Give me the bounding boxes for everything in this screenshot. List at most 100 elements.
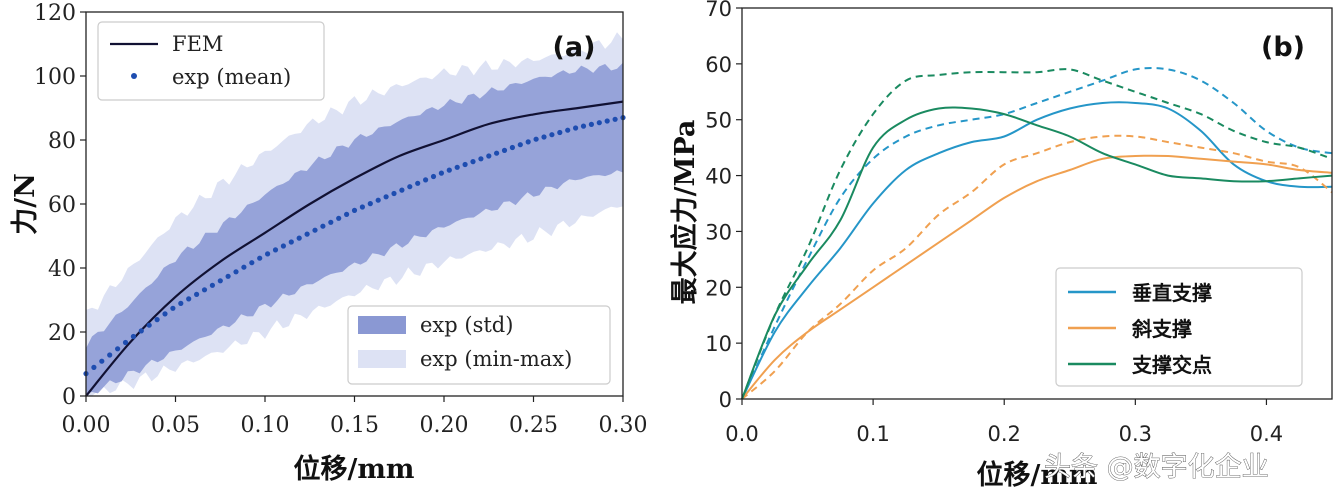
mean-point xyxy=(328,219,334,225)
mean-point xyxy=(336,215,342,221)
mean-point xyxy=(580,123,587,129)
mean-point xyxy=(478,156,484,162)
panel-b-legend: 垂直支撑 斜支撑 支撑交点 xyxy=(1055,267,1303,387)
mean-point xyxy=(225,273,231,279)
panel-a-legend-top: FEM exp (mean) xyxy=(97,21,325,101)
mean-point xyxy=(596,120,602,126)
y-tick-label: 0 xyxy=(62,385,76,410)
mean-point xyxy=(549,132,555,138)
y-tick-label: 40 xyxy=(48,257,76,282)
panel-b-x-ticks: 0.0 0.1 0.2 0.3 0.4 xyxy=(725,399,1283,446)
legend-box xyxy=(1055,267,1303,387)
mean-point xyxy=(399,187,405,193)
mean-point xyxy=(588,121,595,127)
fem-line xyxy=(85,100,624,397)
series-line-dashed xyxy=(741,68,1333,400)
mean-point xyxy=(312,227,318,233)
mean-point xyxy=(154,317,160,323)
panel-a-x-ticks: 0.00 0.05 0.10 0.15 0.20 0.25 0.30 xyxy=(62,396,648,438)
mean-point xyxy=(557,129,563,136)
mean-point xyxy=(509,144,515,151)
x-tick-label: 0.00 xyxy=(62,413,111,438)
mean-point xyxy=(280,243,286,249)
mean-point xyxy=(138,328,144,334)
mean-point xyxy=(470,159,476,165)
legend-joint-label: 支撑交点 xyxy=(1132,353,1212,377)
y-tick-label: 30 xyxy=(705,220,732,244)
mean-point xyxy=(359,204,365,210)
mean-point xyxy=(241,264,247,270)
y-tick-label: 20 xyxy=(705,276,732,300)
mean-point xyxy=(91,364,97,370)
mean-point xyxy=(383,194,389,200)
mean-point xyxy=(170,305,176,311)
mean-point xyxy=(415,180,421,186)
panel-a: 0.00 0.05 0.10 0.15 0.20 0.25 0.30 0 20 40 60 80 10… xyxy=(10,1,647,485)
mean-point xyxy=(462,161,468,168)
panel-b-frame xyxy=(741,7,1333,400)
mean-point xyxy=(612,116,618,122)
x-tick-label: 0.1 xyxy=(856,422,889,446)
mean-point xyxy=(525,139,531,145)
legend-std-label: exp (std) xyxy=(420,313,513,337)
mean-point xyxy=(423,177,429,183)
mean-point xyxy=(486,153,492,159)
mean-point xyxy=(541,134,547,140)
mean-point xyxy=(99,358,105,364)
watermark: 头条 @数字化企业 xyxy=(1044,452,1269,483)
legend-mean-label: exp (mean) xyxy=(172,65,291,89)
x-tick-label: 0.3 xyxy=(1119,422,1152,446)
legend-std-swatch xyxy=(358,316,406,334)
mean-point xyxy=(565,127,571,133)
series-line xyxy=(741,101,1333,400)
mean-point xyxy=(351,207,358,213)
legend-vertical-label: 垂直支撑 xyxy=(1132,281,1212,305)
panel-a-xlabel: 位移/mm xyxy=(294,453,415,485)
mean-point xyxy=(430,173,437,180)
y-tick-label: 80 xyxy=(48,129,76,154)
x-tick-label: 0.4 xyxy=(1250,422,1283,446)
legend-fem-label: FEM xyxy=(172,32,223,56)
panel-b-y-ticks: 0 10 20 30 40 50 60 70 xyxy=(705,0,742,412)
x-tick-label: 0.30 xyxy=(599,413,648,438)
mean-point xyxy=(265,251,271,257)
panel-b-label: (b) xyxy=(1261,32,1305,63)
x-tick-label: 0.0 xyxy=(725,422,758,446)
mean-point xyxy=(209,282,215,288)
mean-point xyxy=(573,125,579,131)
mean-point xyxy=(407,184,413,190)
legend-box xyxy=(347,305,611,385)
exp-std-band xyxy=(86,62,623,394)
mean-point xyxy=(233,269,239,275)
mean-point xyxy=(501,147,508,153)
x-tick-label: 0.15 xyxy=(330,413,379,438)
mean-point xyxy=(257,255,263,261)
mean-point xyxy=(107,352,113,358)
legend-diagonal-label: 斜支撑 xyxy=(1131,317,1192,341)
legend-minmax-swatch xyxy=(358,350,406,368)
panel-a-label: (a) xyxy=(553,32,596,63)
mean-point xyxy=(115,346,121,352)
mean-point xyxy=(375,197,381,203)
legend-minmax-label: exp (min-max) xyxy=(420,347,572,371)
panel-a-ylabel: 力/N xyxy=(10,173,41,235)
mean-point xyxy=(162,311,168,317)
series-line xyxy=(741,106,1333,400)
mean-point xyxy=(367,201,373,207)
mean-point xyxy=(391,190,397,197)
mean-point xyxy=(288,239,294,245)
mean-point xyxy=(201,287,208,293)
panel-b: 0.0 0.1 0.2 0.3 0.4 0 10 20 30 40 50 60 70 位移/mm 最大… xyxy=(669,0,1333,491)
series-line xyxy=(741,154,1333,400)
y-tick-label: 50 xyxy=(705,109,732,133)
legend-mean-swatch xyxy=(131,73,137,79)
panel-b-lines xyxy=(741,67,1333,400)
mean-point xyxy=(186,296,192,302)
panel-b-xlabel: 位移/mm xyxy=(977,459,1098,491)
mean-point xyxy=(272,247,279,253)
mean-point xyxy=(454,164,460,170)
mean-point xyxy=(438,170,444,176)
mean-point xyxy=(296,235,302,241)
mean-point xyxy=(249,260,255,266)
